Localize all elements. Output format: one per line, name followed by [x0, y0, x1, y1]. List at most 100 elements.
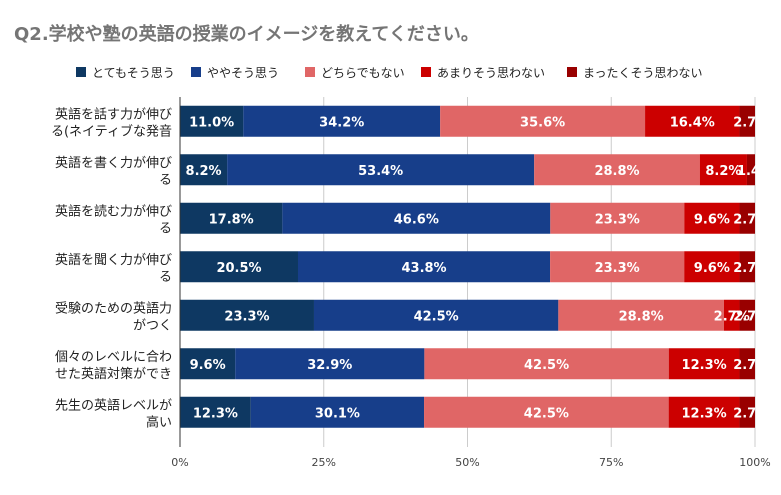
bar-segment	[424, 348, 669, 380]
data-label: 2.7%	[733, 406, 769, 421]
bar-segment	[668, 348, 740, 380]
category-label: 英語を聞く力が伸び	[55, 252, 172, 268]
category-label: る	[159, 270, 172, 285]
legend-label: あまりそう思わない	[437, 66, 545, 80]
category-label: 高い	[146, 414, 172, 430]
bar-segment	[699, 154, 747, 186]
data-label: 28.8%	[594, 164, 639, 179]
bar-segment	[180, 396, 251, 428]
bar-segment	[645, 105, 740, 137]
bar-segment	[180, 154, 228, 186]
legend-label: まったくそう思わない	[583, 66, 703, 80]
data-label: 11.0%	[189, 115, 234, 130]
data-label: 34.2%	[319, 115, 364, 130]
data-label: 43.8%	[401, 261, 446, 276]
bar-segment	[723, 299, 740, 331]
category-label: 英語を読む力が伸び	[55, 203, 172, 219]
data-label: 9.6%	[190, 358, 226, 373]
bar-segment	[313, 299, 559, 331]
category-label: せた英語対策ができ	[55, 366, 172, 382]
x-tick-label: 50%	[455, 456, 479, 469]
data-label: 2.7%	[714, 309, 750, 324]
data-label: 30.1%	[315, 406, 360, 421]
legend-swatch	[421, 67, 431, 77]
category-label: 英語を書く力が伸び	[55, 155, 172, 171]
category-label: 先生の英語レベルが	[55, 397, 172, 413]
bar-segment	[550, 202, 685, 234]
bar-segment	[746, 154, 755, 186]
data-label: 2.7%	[733, 358, 769, 373]
bar-segment	[739, 251, 755, 283]
bar-segment	[297, 251, 551, 283]
data-label: 12.3%	[682, 406, 727, 421]
x-axis: 0% 25% 50% 75% 100%	[171, 97, 771, 469]
x-tick-label: 0%	[171, 456, 188, 469]
data-label: 28.8%	[619, 309, 664, 324]
x-tick-label: 75%	[599, 456, 623, 469]
bar-segment	[684, 202, 740, 234]
data-label: 9.6%	[694, 261, 730, 276]
bar-segment	[424, 396, 669, 428]
category-axis: 英語を話す力が伸びる(ネイティブな発音英語を書く力が伸びる英語を読む力が伸びる英…	[51, 106, 172, 430]
legend-swatch	[76, 67, 86, 77]
legend-label: とてもそう思う	[92, 66, 175, 80]
bar-segment	[180, 202, 283, 234]
legend-swatch	[305, 67, 315, 77]
legend-swatch	[191, 67, 201, 77]
data-label: 46.6%	[394, 212, 439, 227]
category-label: がつく	[133, 318, 172, 333]
bar-segment	[550, 251, 685, 283]
data-label: 1.4%	[737, 164, 773, 179]
legend-label: ややそう思う	[207, 66, 279, 80]
data-label: 20.5%	[216, 261, 261, 276]
data-label: 12.3%	[682, 358, 727, 373]
bar-segment	[684, 251, 740, 283]
chart-title: Q2.学校や塾の英語の授業のイメージを教えてください。	[14, 23, 479, 45]
bar-segment	[235, 348, 425, 380]
data-label: 23.3%	[224, 309, 269, 324]
data-label: 12.3%	[193, 406, 238, 421]
data-label: 17.8%	[209, 212, 254, 227]
bar-segment	[558, 299, 724, 331]
bar-segment	[440, 105, 646, 137]
data-label: 8.2%	[186, 164, 222, 179]
data-label: 35.6%	[520, 115, 565, 130]
bar-segment	[227, 154, 535, 186]
data-label: 53.4%	[358, 164, 403, 179]
data-label: 23.3%	[595, 212, 640, 227]
category-label: 英語を話す力が伸び	[55, 106, 172, 122]
bars: 11.0% 34.2% 35.6% 16.4% 2.7% 8.2% 53.4% 28.8% 8.…	[180, 105, 773, 428]
bar-segment	[250, 396, 425, 428]
x-tick-label: 100%	[739, 456, 770, 469]
data-label: 8.2%	[705, 164, 741, 179]
data-label: 2.7%	[733, 309, 769, 324]
data-label: 42.5%	[414, 309, 459, 324]
legend-swatch	[567, 67, 577, 77]
bar-segment	[243, 105, 441, 137]
bar-segment	[739, 202, 755, 234]
bar-segment	[668, 396, 740, 428]
data-label: 23.3%	[595, 261, 640, 276]
data-label: 2.7%	[733, 115, 769, 130]
bar-segment	[282, 202, 551, 234]
bar-segment	[180, 299, 314, 331]
bar-segment	[739, 105, 755, 137]
legend: とてもそう思う ややそう思う どちらでもない あまりそう思わない まったくそう思わない	[76, 66, 703, 80]
category-label: る	[159, 221, 172, 236]
bar-segment	[739, 348, 755, 380]
data-label: 2.7%	[733, 212, 769, 227]
data-label: 32.9%	[307, 358, 352, 373]
bar-segment	[534, 154, 700, 186]
data-label: 42.5%	[524, 406, 569, 421]
data-label: 16.4%	[670, 115, 715, 130]
bar-segment	[180, 348, 236, 380]
data-label: 9.6%	[694, 212, 730, 227]
bar-segment	[180, 105, 244, 137]
legend-label: どちらでもない	[321, 66, 405, 80]
category-label: る(ネイティブな発音	[51, 123, 172, 139]
x-tick-label: 25%	[312, 456, 336, 469]
data-label: 2.7%	[733, 261, 769, 276]
data-label: 42.5%	[524, 358, 569, 373]
category-label: る	[159, 173, 172, 188]
